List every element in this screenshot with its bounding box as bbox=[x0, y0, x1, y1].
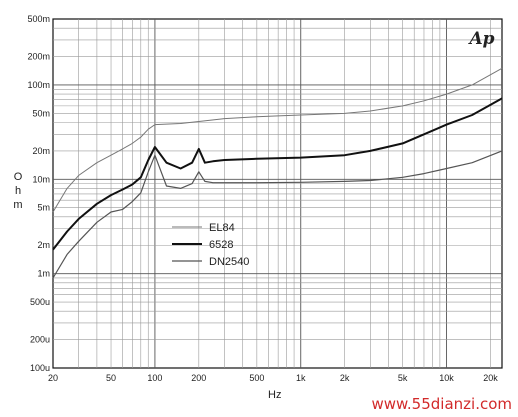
y-axis-label-char: O bbox=[14, 171, 23, 183]
x-tick-label: 5k bbox=[398, 373, 408, 383]
y-tick-label: 100u bbox=[30, 363, 50, 373]
x-tick-label: 2k bbox=[340, 373, 350, 383]
x-axis-label: Hz bbox=[268, 389, 281, 401]
x-tick-label: 20 bbox=[48, 373, 58, 383]
y-tick-label: 10m bbox=[32, 174, 50, 184]
x-tick-label: 500 bbox=[249, 373, 264, 383]
y-tick-label: 500m bbox=[27, 14, 50, 24]
x-tick-label: 100 bbox=[147, 373, 162, 383]
brand-logo: Ap bbox=[467, 29, 494, 49]
y-axis-label-char: m bbox=[13, 199, 22, 211]
y-tick-label: 50m bbox=[32, 108, 50, 118]
y-tick-label: 200m bbox=[27, 52, 50, 62]
series-line-6528 bbox=[52, 97, 503, 251]
y-axis-label-char: h bbox=[15, 185, 21, 197]
watermark-text: www.55dianzi.com bbox=[371, 395, 512, 413]
y-tick-label: 1m bbox=[37, 269, 50, 279]
legend-label: EL84 bbox=[209, 222, 235, 234]
y-tick-label: 200u bbox=[30, 335, 50, 345]
y-tick-label: 500u bbox=[30, 297, 50, 307]
y-tick-label: 100m bbox=[27, 80, 50, 90]
legend: EL84 6528 DN2540 bbox=[172, 222, 249, 268]
x-tick-label: 50 bbox=[106, 373, 116, 383]
x-tick-label: 200 bbox=[191, 373, 206, 383]
x-tick-labels: 20 50 100 200 500 1k 2k 5k 10k 20k bbox=[48, 373, 498, 383]
series-line-el84 bbox=[52, 67, 503, 213]
series-line-dn2540 bbox=[52, 150, 503, 279]
x-tick-label: 20k bbox=[483, 373, 498, 383]
y-tick-label: 5m bbox=[37, 203, 50, 213]
plot-frame bbox=[52, 18, 503, 369]
x-tick-label: 1k bbox=[296, 373, 306, 383]
y-tick-label: 2m bbox=[37, 240, 50, 250]
y-tick-label: 20m bbox=[32, 146, 50, 156]
x-tick-label: 10k bbox=[439, 373, 454, 383]
y-tick-labels: 500m 200m 100m 50m 20m 10m 5m 2m 1m 500u 200u 100u bbox=[27, 14, 50, 373]
legend-label: 6528 bbox=[209, 239, 233, 251]
grid bbox=[53, 19, 502, 368]
legend-label: DN2540 bbox=[209, 256, 249, 268]
series-lines bbox=[52, 67, 503, 279]
